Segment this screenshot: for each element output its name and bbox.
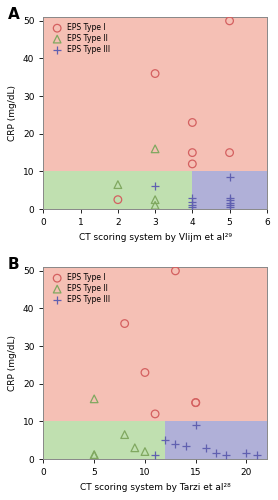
Y-axis label: CRP (mg/dL): CRP (mg/dL) [8,335,17,391]
EPS Type II [153,202,157,209]
X-axis label: CT scoring system by Tarzi et al²⁸: CT scoring system by Tarzi et al²⁸ [80,482,230,492]
EPS Type III [163,436,167,444]
EPS Type I [190,148,195,156]
EPS Type II [122,430,127,438]
Bar [165,422,267,459]
EPS Type III [190,198,195,205]
Text: A: A [8,8,19,22]
EPS Type II [92,395,96,403]
EPS Type III [204,444,208,452]
Legend: EPS Type I, EPS Type II, EPS Type III: EPS Type I, EPS Type II, EPS Type III [47,271,113,306]
EPS Type II [143,448,147,456]
EPS Type III [190,202,195,209]
EPS Type III [227,194,232,202]
EPS Type III [227,203,232,211]
EPS Type I [122,320,127,328]
EPS Type III [173,440,178,448]
EPS Type II [92,450,96,458]
EPS Type I [227,148,232,156]
EPS Type III [227,200,232,207]
EPS Type I [190,160,195,168]
EPS Type I [153,410,157,418]
Bar [192,172,267,209]
EPS Type I [153,70,157,78]
EPS Type I [190,118,195,126]
Y-axis label: CRP (mg/dL): CRP (mg/dL) [8,85,17,141]
Bar [43,172,192,209]
EPS Type I [193,398,198,406]
EPS Type III [153,450,157,458]
X-axis label: CT scoring system by Vlijm et al²⁹: CT scoring system by Vlijm et al²⁹ [79,232,232,241]
Bar [43,422,165,459]
EPS Type I [173,267,178,275]
EPS Type III [190,194,195,202]
EPS Type III [227,196,232,203]
EPS Type II [116,180,120,188]
EPS Type III [227,202,232,209]
EPS Type III [227,173,232,181]
EPS Type II [133,444,137,452]
EPS Type I [227,17,232,25]
Text: B: B [8,258,19,272]
EPS Type II [92,452,96,460]
EPS Type I [193,398,198,406]
EPS Type II [153,196,157,203]
EPS Type II [153,145,157,153]
EPS Type I [143,368,147,376]
EPS Type III [254,452,259,460]
EPS Type III [214,450,218,458]
EPS Type III [190,203,195,211]
Legend: EPS Type I, EPS Type II, EPS Type III: EPS Type I, EPS Type II, EPS Type III [47,21,113,57]
EPS Type III [244,450,249,458]
EPS Type III [153,182,157,190]
EPS Type I [116,196,120,203]
EPS Type III [224,452,229,460]
EPS Type III [193,421,198,429]
EPS Type III [183,442,188,450]
